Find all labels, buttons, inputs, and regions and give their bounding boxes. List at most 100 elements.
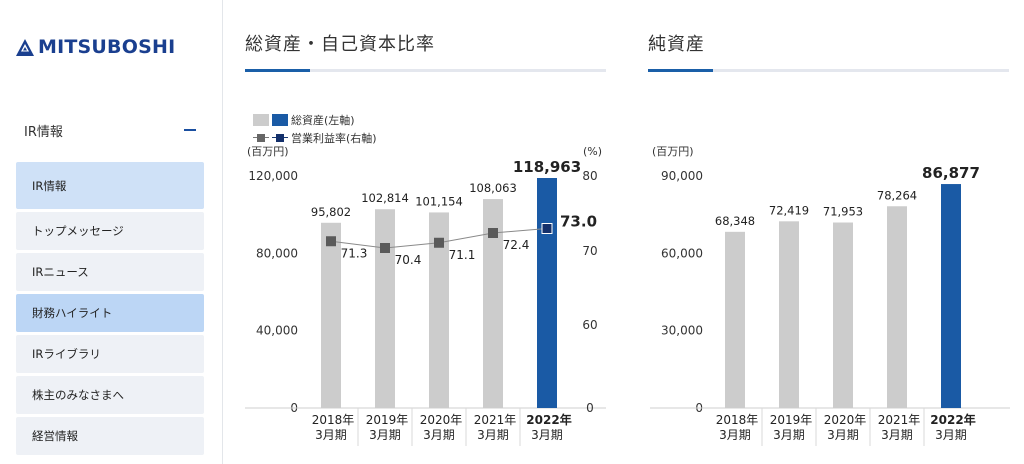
x-tick-label: 3月期 (827, 428, 859, 442)
sidebar-item-label: トップメッセージ (32, 224, 124, 238)
legend-label: 総資産(左軸) (291, 114, 355, 127)
x-tick-label: 3月期 (935, 428, 967, 442)
legend-item-total-assets: 総資産(左軸) (253, 111, 377, 129)
bar-value-label: 71,953 (823, 205, 863, 219)
sidebar-item-ir-library[interactable]: IRライブラリ (16, 335, 204, 373)
y-left-tick-label: 120,000 (248, 169, 298, 183)
sidebar-item-shareholders[interactable]: 株主のみなさまへ (16, 376, 204, 414)
x-tick-label: 3月期 (773, 428, 805, 442)
sidebar-nav: IR情報 トップメッセージ IRニュース 財務ハイライト IRライブラリ 株主の… (16, 162, 204, 458)
logo-text: MITSUBOSHI (38, 36, 176, 58)
bar-value-label: 118,963 (513, 158, 581, 176)
x-tick-label: 3月期 (531, 428, 563, 442)
legend-label: 営業利益率(右軸) (291, 132, 377, 145)
legend-swatch-blue (272, 114, 288, 126)
legend-swatch-gray (253, 114, 269, 126)
bar-value-label: 101,154 (415, 194, 463, 208)
title-underline (245, 69, 606, 72)
sidebar-item-label: IR情報 (32, 178, 67, 193)
chart-legend: 総資産(左軸) 営業利益率(右軸) (253, 111, 377, 147)
right-axis-unit: (%) (583, 145, 602, 158)
y-right-tick-label: 0 (586, 401, 594, 415)
bar (725, 231, 745, 408)
margin-point (541, 223, 553, 234)
x-tick-label: 2019年 (366, 413, 409, 427)
y-left-tick-label: 90,000 (661, 169, 703, 183)
bar (887, 206, 907, 408)
y-right-tick-label: 70 (582, 244, 597, 258)
y-right-tick-label: 80 (582, 169, 597, 183)
x-tick-label: 3月期 (477, 428, 509, 442)
x-tick-label: 2018年 (312, 413, 355, 427)
sidebar-item-top-message[interactable]: トップメッセージ (16, 212, 204, 250)
bar (483, 199, 503, 408)
sidebar-item-label: 株主のみなさまへ (32, 388, 124, 402)
y-left-tick-label: 30,000 (661, 324, 703, 338)
bar-value-label: 78,264 (877, 188, 917, 202)
x-tick-label: 3月期 (369, 428, 401, 442)
bar (321, 222, 341, 408)
sidebar-item-label: IRライブラリ (32, 347, 101, 361)
sidebar-item-label: 財務ハイライト (32, 306, 113, 320)
margin-value-label: 70.4 (395, 253, 422, 267)
sidebar: MITSUBOSHI IR情報 IR情報 トップメッセージ IRニュース 財務ハ… (0, 0, 222, 464)
margin-point (488, 228, 498, 238)
x-tick-label: 2018年 (716, 413, 759, 427)
bar (941, 184, 961, 408)
margin-point (380, 243, 390, 253)
sidebar-item-financial-highlights[interactable]: 財務ハイライト (16, 294, 204, 332)
bar (375, 209, 395, 408)
margin-value-label: 73.0 (560, 213, 597, 231)
margin-point (326, 236, 336, 247)
sidebar-section-label: IR情報 (24, 124, 63, 140)
bar-value-label: 102,814 (361, 191, 409, 205)
x-tick-label: 2020年 (824, 413, 867, 427)
y-left-tick-label: 80,000 (256, 246, 298, 260)
margin-value-label: 71.1 (449, 248, 476, 262)
bar-value-label: 108,063 (469, 181, 517, 195)
sidebar-divider (222, 0, 223, 464)
bar (779, 221, 799, 408)
legend-item-margin: 営業利益率(右軸) (253, 129, 377, 147)
y-right-tick-label: 60 (582, 318, 597, 332)
left-axis-unit: (百万円) (652, 145, 694, 158)
x-tick-label: 3月期 (719, 428, 751, 442)
margin-point (434, 237, 444, 248)
minus-icon (184, 129, 196, 131)
legend-swatch-line (253, 132, 269, 144)
sidebar-item-ir-news[interactable]: IRニュース (16, 253, 204, 291)
chart-title-total-assets: 総資産・自己資本比率 (245, 34, 435, 55)
x-tick-label: 3月期 (881, 428, 913, 442)
bar-value-label: 86,877 (922, 164, 980, 182)
sidebar-item-label: IRニュース (32, 265, 89, 279)
x-tick-label: 2021年 (878, 413, 921, 427)
bar-value-label: 95,802 (311, 205, 351, 219)
title-underline (648, 69, 1009, 72)
bar (833, 222, 853, 408)
bar-value-label: 68,348 (715, 214, 755, 228)
margin-value-label: 71.3 (341, 246, 368, 260)
sidebar-item-management[interactable]: 経営情報 (16, 417, 204, 455)
legend-swatch-line-dark (272, 132, 288, 144)
x-tick-label: 2022年 (526, 412, 571, 427)
y-left-tick-label: 40,000 (256, 324, 298, 338)
bar (537, 178, 557, 408)
x-tick-label: 2020年 (420, 413, 463, 427)
bar-value-label: 72,419 (769, 203, 809, 217)
company-logo[interactable]: MITSUBOSHI (16, 36, 175, 58)
x-tick-label: 2022年 (930, 412, 975, 427)
y-left-tick-label: 60,000 (661, 246, 703, 260)
x-tick-label: 3月期 (315, 428, 347, 442)
sidebar-section-toggle[interactable]: IR情報 (24, 118, 196, 142)
x-tick-label: 2019年 (770, 413, 813, 427)
sidebar-item-ir[interactable]: IR情報 (16, 162, 204, 209)
logo-triangle-icon (16, 38, 34, 56)
x-tick-label: 2021年 (474, 413, 517, 427)
x-tick-label: 3月期 (423, 428, 455, 442)
left-axis-unit: (百万円) (247, 145, 289, 158)
sidebar-item-label: 経営情報 (32, 429, 78, 443)
chart-title-net-assets: 純資産 (648, 34, 705, 55)
bar (429, 212, 449, 408)
margin-value-label: 72.4 (503, 238, 530, 252)
